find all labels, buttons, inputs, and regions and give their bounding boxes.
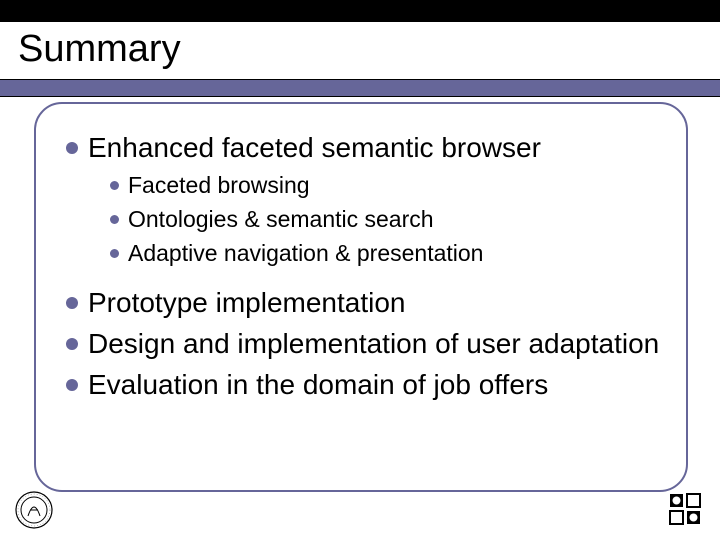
title-underline bbox=[0, 79, 720, 97]
sub-bullet-text: Faceted browsing bbox=[128, 171, 310, 201]
bullet-item: Evaluation in the domain of job offers bbox=[66, 367, 662, 402]
title-area: Summary bbox=[0, 22, 720, 71]
sub-bullet-item: Faceted browsing bbox=[110, 171, 662, 201]
content-box: Enhanced faceted semantic browser Facete… bbox=[34, 102, 688, 492]
bullet-dot-icon bbox=[110, 249, 119, 258]
top-bar bbox=[0, 0, 720, 22]
bullet-item: Prototype implementation bbox=[66, 285, 662, 320]
sub-list: Faceted browsing Ontologies & semantic s… bbox=[110, 171, 662, 269]
bullet-text: Evaluation in the domain of job offers bbox=[88, 367, 548, 402]
bullet-item: Enhanced faceted semantic browser bbox=[66, 130, 662, 165]
bullet-dot-icon bbox=[110, 181, 119, 190]
slide-title: Summary bbox=[18, 28, 702, 71]
bullet-dot-icon bbox=[66, 379, 78, 391]
sub-bullet-text: Adaptive navigation & presentation bbox=[128, 239, 483, 269]
sub-bullet-text: Ontologies & semantic search bbox=[128, 205, 434, 235]
bullet-text: Design and implementation of user adapta… bbox=[88, 326, 659, 361]
bullet-dot-icon bbox=[66, 338, 78, 350]
sub-bullet-item: Adaptive navigation & presentation bbox=[110, 239, 662, 269]
institution-logo-icon bbox=[668, 492, 702, 526]
bullet-dot-icon bbox=[66, 297, 78, 309]
bullet-item: Design and implementation of user adapta… bbox=[66, 326, 662, 361]
bullet-text: Prototype implementation bbox=[88, 285, 406, 320]
sub-bullet-item: Ontologies & semantic search bbox=[110, 205, 662, 235]
bullet-dot-icon bbox=[110, 215, 119, 224]
bullet-text: Enhanced faceted semantic browser bbox=[88, 130, 541, 165]
seal-icon bbox=[14, 490, 54, 530]
bullet-dot-icon bbox=[66, 142, 78, 154]
